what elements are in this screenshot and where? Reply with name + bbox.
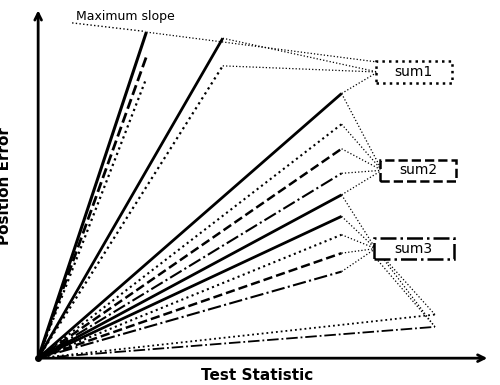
FancyBboxPatch shape xyxy=(380,160,456,181)
FancyBboxPatch shape xyxy=(374,238,454,259)
Text: sum2: sum2 xyxy=(399,163,437,177)
Text: sum3: sum3 xyxy=(394,241,433,256)
Text: Position Error: Position Error xyxy=(0,127,12,244)
FancyBboxPatch shape xyxy=(376,61,452,83)
Text: sum1: sum1 xyxy=(394,65,433,79)
Text: Test Statistic: Test Statistic xyxy=(200,368,313,383)
Text: Maximum slope: Maximum slope xyxy=(76,10,175,23)
